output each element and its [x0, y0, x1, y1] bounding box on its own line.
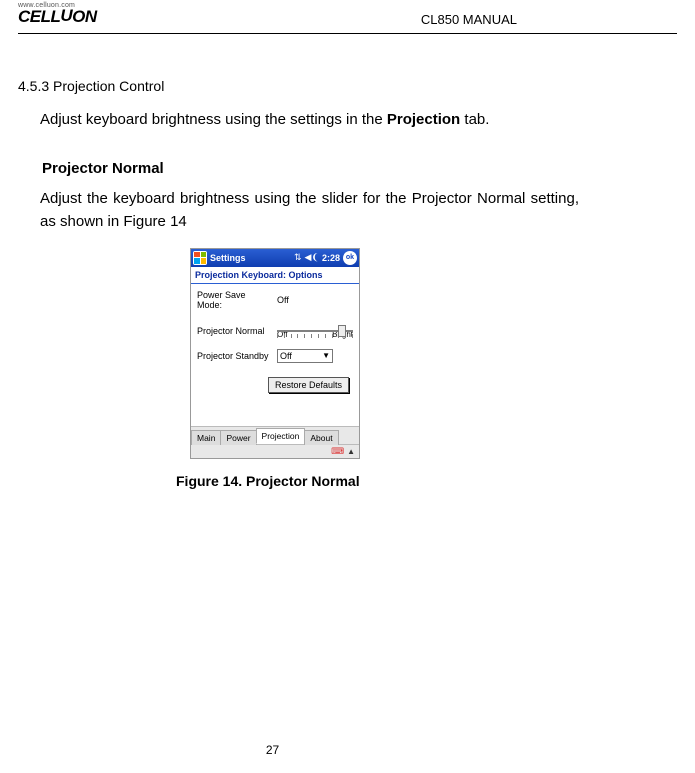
figure-caption: Figure 14. Projector Normal [176, 473, 635, 489]
speaker-icon[interactable]: ◀❨ [305, 253, 319, 262]
projector-standby-label: Projector Standby [197, 351, 271, 361]
document-title: CL850 MANUAL [421, 12, 517, 27]
logo-block: www.celluon.com CELLUON [18, 2, 97, 25]
taskbar: Settings ⇅ ◀❨ 2:28 ok [191, 249, 359, 267]
panel-body: Power Save Mode: Off Projector Normal Of… [191, 284, 359, 426]
subheading: Projector Normal [42, 160, 635, 177]
content-area: 4.5.3 Projection Control Adjust keyboard… [0, 34, 695, 489]
restore-row: Restore Defaults [197, 377, 353, 393]
chevron-down-icon: ▼ [322, 351, 330, 360]
tabs-row: MainPowerProjectionAbout [191, 426, 359, 444]
section-heading: 4.5.3 Projection Control [18, 78, 635, 94]
page-header: www.celluon.com CELLUON CL850 MANUAL [18, 0, 677, 34]
tab-power[interactable]: Power [220, 430, 256, 445]
tab-projection[interactable]: Projection [256, 428, 306, 444]
sip-toggle-icon[interactable]: ▲ [347, 447, 355, 456]
intro-post: tab. [460, 111, 489, 128]
brand-logo: CELLUON [18, 8, 97, 25]
slider-thumb[interactable] [338, 325, 346, 337]
projector-normal-label: Projector Normal [197, 326, 271, 336]
connectivity-icon[interactable]: ⇅ [294, 253, 302, 262]
brightness-slider[interactable] [277, 324, 353, 338]
ok-button[interactable]: ok [343, 251, 357, 265]
bottom-bar: ⌨ ▲ [191, 444, 359, 458]
intro-pre: Adjust keyboard brightness using the set… [40, 111, 387, 128]
restore-defaults-button[interactable]: Restore Defaults [268, 377, 349, 393]
intro-paragraph: Adjust keyboard brightness using the set… [40, 108, 635, 132]
keyboard-icon[interactable]: ⌨ [331, 446, 344, 457]
projector-normal-row: Projector Normal [197, 324, 353, 338]
window-subtitle: Projection Keyboard: Options [191, 267, 359, 284]
projector-standby-row: Projector Standby Off ▼ [197, 349, 353, 363]
start-menu-icon[interactable] [193, 251, 207, 265]
intro-bold: Projection [387, 111, 460, 128]
dropdown-value: Off [280, 351, 292, 361]
projector-standby-dropdown[interactable]: Off ▼ [277, 349, 333, 363]
tab-main[interactable]: Main [191, 430, 221, 445]
window-title: Settings [210, 253, 246, 263]
power-save-label: Power Save Mode: [197, 290, 271, 310]
page-number: 27 [0, 743, 695, 757]
tab-about[interactable]: About [304, 430, 338, 445]
screenshot-window: Settings ⇅ ◀❨ 2:28 ok Projection Keyboar… [190, 248, 360, 459]
clock-text: 2:28 [322, 253, 340, 263]
power-save-row: Power Save Mode: Off [197, 290, 353, 310]
power-save-value: Off [277, 295, 289, 305]
desc-paragraph: Adjust the keyboard brightness using the… [40, 187, 635, 234]
